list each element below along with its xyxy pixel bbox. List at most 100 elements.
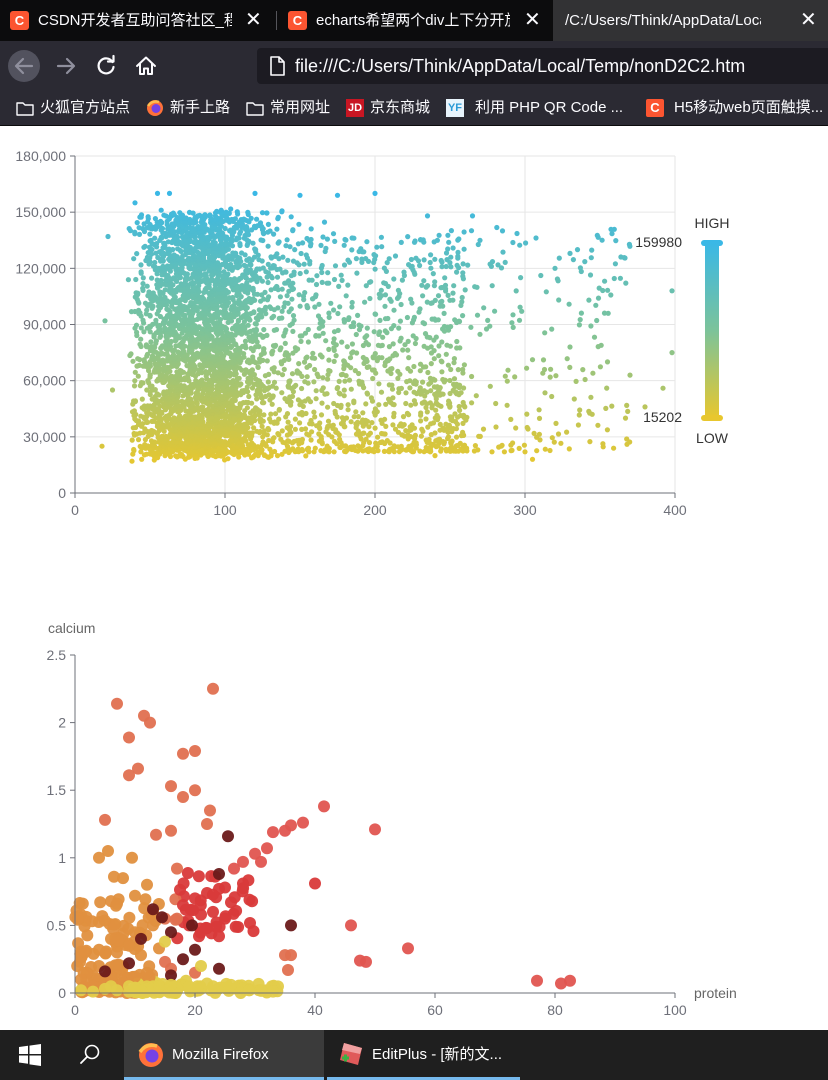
data-point: [349, 235, 355, 241]
close-tab-icon[interactable]: ✕: [800, 9, 817, 31]
data-point: [271, 435, 277, 441]
data-point: [450, 245, 456, 251]
data-point: [196, 324, 202, 330]
data-point: [295, 241, 301, 247]
data-point: [142, 243, 148, 249]
data-point: [255, 364, 261, 370]
tab-local-file[interactable]: /C:/Users/Think/AppData/Local/ ✕: [553, 0, 828, 41]
data-point: [148, 438, 155, 444]
back-button[interactable]: [8, 50, 40, 82]
data-point: [256, 307, 262, 313]
data-point: [392, 426, 399, 432]
data-point: [236, 297, 242, 303]
data-point: [447, 377, 453, 384]
data-point: [439, 369, 445, 375]
data-point: [439, 264, 445, 270]
home-button[interactable]: [130, 50, 162, 82]
data-point: [405, 366, 411, 372]
data-point: [326, 346, 332, 352]
data-point: [612, 261, 619, 267]
data-point: [254, 216, 260, 222]
data-point: [161, 212, 167, 218]
data-point: [605, 287, 611, 293]
data-point: [166, 190, 173, 196]
close-tab-icon[interactable]: ✕: [524, 9, 541, 31]
data-point: [402, 342, 408, 348]
data-point: [223, 209, 229, 215]
data-point: [270, 393, 276, 399]
data-point: [384, 438, 390, 444]
data-point: [277, 294, 283, 300]
data-point: [265, 221, 271, 227]
data-point: [253, 376, 259, 382]
data-point: [318, 412, 325, 418]
data-point: [625, 408, 631, 414]
data-point: [431, 283, 437, 289]
data-point: [454, 262, 460, 268]
address-bar[interactable]: file:///C:/Users/Think/AppData/Local/Tem…: [257, 48, 828, 84]
y-tick-label: 180,000: [15, 148, 66, 164]
chart1-points: [99, 190, 675, 464]
data-point: [281, 357, 287, 363]
forward-button[interactable]: [50, 50, 82, 82]
data-point: [234, 209, 240, 215]
data-point: [154, 277, 160, 283]
data-point: [588, 323, 594, 329]
data-point: [408, 256, 414, 263]
data-point: [299, 333, 305, 339]
data-point: [441, 323, 447, 330]
tab-echarts-question[interactable]: C echarts希望两个div上下分开放 ✕: [278, 0, 552, 41]
data-point: [363, 283, 369, 289]
data-point: [278, 345, 284, 351]
data-point: [248, 215, 254, 221]
data-point: [340, 371, 346, 377]
close-tab-icon[interactable]: ✕: [245, 9, 262, 31]
data-point: [428, 344, 434, 350]
data-point: [379, 439, 385, 445]
visual-map-bar[interactable]: [705, 243, 719, 418]
data-point: [282, 269, 288, 275]
data-point: [303, 252, 309, 258]
data-point: [304, 374, 310, 380]
data-point: [577, 265, 584, 271]
data-point: [547, 447, 553, 454]
data-point: [285, 257, 291, 263]
data-point: [386, 256, 392, 262]
data-point: [138, 269, 144, 275]
data-point: [290, 280, 296, 286]
data-point: [452, 317, 458, 323]
data-point: [472, 443, 478, 449]
visual-map-bottom-handle[interactable]: [701, 415, 723, 421]
data-point: [291, 317, 297, 323]
data-point: [421, 257, 427, 263]
data-point: [79, 946, 92, 959]
visual-map[interactable]: HIGH 159980 15202 LOW: [635, 215, 729, 446]
data-point: [133, 290, 139, 296]
data-point: [418, 433, 424, 439]
data-point: [594, 317, 600, 324]
data-point: [609, 403, 615, 409]
data-point: [261, 412, 267, 418]
data-point: [283, 350, 289, 356]
reload-button[interactable]: [90, 50, 122, 82]
data-point: [398, 385, 404, 391]
data-point: [425, 283, 431, 289]
data-point: [320, 375, 326, 381]
data-point: [163, 433, 169, 439]
data-point: [287, 378, 293, 384]
data-point: [331, 449, 337, 455]
data-point: [313, 332, 319, 339]
csdn-favicon-icon: C: [288, 11, 307, 30]
data-point: [432, 453, 438, 459]
data-point: [135, 356, 141, 362]
data-point: [290, 313, 297, 319]
data-point: [134, 329, 140, 335]
data-point: [443, 421, 449, 427]
data-point: [279, 286, 285, 292]
data-point: [142, 300, 149, 306]
data-point: [111, 959, 124, 972]
data-point: [433, 407, 439, 413]
data-point: [222, 225, 228, 232]
tab-csdn-qa[interactable]: C CSDN开发者互助问答社区_程 ✕: [0, 0, 275, 41]
data-point: [245, 357, 252, 363]
